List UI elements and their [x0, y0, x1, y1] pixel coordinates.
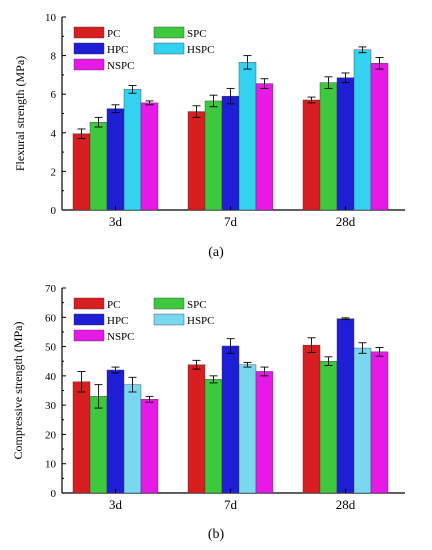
bar-nspc-3d: [140, 102, 159, 211]
legend-label-hpc: HPC: [107, 315, 128, 327]
y-tick-label: 30: [45, 400, 57, 412]
legend-label-hpc: HPC: [107, 44, 128, 56]
bar-pc-3d: [72, 381, 91, 494]
figure-caption: (a): [208, 245, 224, 260]
figure-caption: (b): [208, 527, 225, 542]
legend-swatch-nspc: [73, 329, 105, 342]
bar-hpc-3d: [106, 369, 125, 494]
y-tick-label: 10: [45, 459, 57, 471]
legend-swatch-spc: [153, 26, 185, 39]
bar-nspc-28d: [370, 351, 389, 494]
y-tick-label: 50: [45, 342, 57, 354]
legend-swatch-pc: [73, 26, 105, 39]
bar-hspc-28d: [353, 49, 372, 211]
legend-swatch-hpc: [73, 42, 105, 55]
bar-pc-7d: [187, 364, 206, 494]
x-category-label: 7d: [224, 214, 238, 229]
y-tick-label: 40: [45, 371, 57, 383]
bar-hpc-7d: [221, 95, 240, 211]
x-category-label: 3d: [109, 214, 123, 229]
y-tick-label: 4: [51, 128, 57, 140]
legend-swatch-hpc: [73, 313, 105, 326]
x-category-label: 7d: [224, 497, 238, 512]
legend-label-spc: SPC: [187, 299, 207, 311]
y-tick-label: 2: [51, 166, 57, 178]
legend-label-hspc: HSPC: [187, 315, 215, 327]
legend-label-nspc: NSPC: [107, 331, 135, 343]
bar-spc-28d: [319, 361, 338, 494]
legend-label-spc: SPC: [187, 28, 207, 40]
bar-spc-3d: [89, 396, 108, 494]
bar-spc-7d: [204, 379, 223, 494]
legend-swatch-spc: [153, 297, 185, 310]
legend: PC SPC HPC HSPC NSPC: [73, 297, 215, 343]
legend-label-pc: PC: [107, 299, 120, 311]
bar-nspc-3d: [140, 399, 159, 494]
x-category-label: 28d: [336, 497, 356, 512]
bar-hpc-7d: [221, 345, 240, 494]
y-tick-label: 70: [45, 283, 57, 295]
x-category-label: 3d: [109, 497, 123, 512]
bar-pc-3d: [72, 133, 91, 211]
legend-label-nspc: NSPC: [107, 60, 135, 72]
legend-swatch-nspc: [73, 58, 105, 71]
legend-swatch-hspc: [153, 42, 185, 55]
bar-spc-28d: [319, 82, 338, 211]
bar-spc-7d: [204, 100, 223, 211]
bar-nspc-7d: [255, 83, 274, 211]
legend: PC SPC HPC HSPC NSPC: [73, 26, 215, 72]
y-axis-label: Compressive strength (MPa): [11, 322, 25, 460]
bar-hpc-3d: [106, 108, 125, 211]
bar-nspc-28d: [370, 63, 389, 211]
legend-label-hspc: HSPC: [187, 44, 215, 56]
chart-panel-b: 0 10 20 30 40 50 60 70 Compressive strength (MPa…: [11, 283, 405, 542]
bar-hspc-28d: [353, 347, 372, 494]
bar-hpc-28d: [336, 77, 355, 211]
y-tick-label: 20: [45, 429, 57, 441]
bar-pc-28d: [302, 344, 321, 494]
y-tick-label: 8: [51, 51, 57, 63]
bar-pc-7d: [187, 111, 206, 211]
x-category-label: 28d: [336, 214, 356, 229]
bar-pc-28d: [302, 99, 321, 211]
legend-swatch-hspc: [153, 313, 185, 326]
bar-nspc-7d: [255, 371, 274, 494]
legend-label-pc: PC: [107, 28, 120, 40]
bar-hspc-3d: [123, 89, 142, 211]
legend-swatch-pc: [73, 297, 105, 310]
chart-panel-a: 0 2 4 6 8 10 Flexural strength (MPa) 3d 7d 28d PC S…: [13, 12, 405, 260]
bar-hspc-7d: [238, 364, 257, 494]
y-tick-label: 0: [51, 205, 57, 217]
bar-spc-3d: [89, 121, 108, 211]
y-tick-label: 60: [45, 312, 57, 324]
bar-hspc-7d: [238, 62, 257, 211]
y-axis-label: Flexural strength (MPa): [13, 56, 27, 171]
y-tick-label: 6: [51, 89, 57, 101]
y-tick-label: 10: [45, 12, 57, 24]
bar-hspc-3d: [123, 384, 142, 494]
bar-hpc-28d: [336, 318, 355, 494]
y-tick-label: 0: [51, 488, 57, 500]
